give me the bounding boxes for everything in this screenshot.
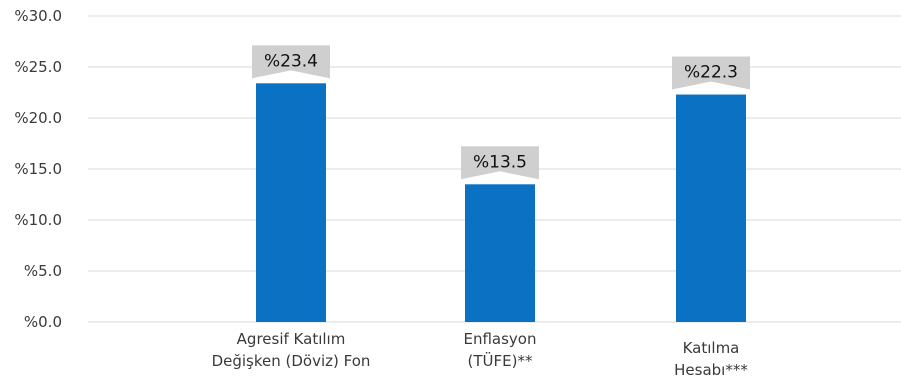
- value-badges: %23.4 %13.5 %22.3: [252, 45, 750, 180]
- x-tick-label: Katılma: [683, 339, 740, 357]
- y-tick-label: %0.0: [24, 313, 62, 331]
- y-tick-label: %5.0: [24, 262, 62, 280]
- bar: [256, 83, 326, 322]
- value-badge: [252, 45, 330, 79]
- data-label: %22.3: [684, 63, 738, 83]
- value-badge: [672, 56, 750, 90]
- value-badge: [461, 146, 539, 180]
- y-tick-label: %30.0: [14, 7, 62, 25]
- data-label: %23.4: [264, 51, 318, 71]
- data-label: %13.5: [473, 152, 527, 172]
- bar: [676, 94, 746, 322]
- x-tick-label: Enflasyon: [463, 330, 536, 348]
- x-tick-label: Değişken (Döviz) Fon: [212, 352, 371, 370]
- x-tick-label: Hesabı***: [674, 361, 748, 379]
- y-tick-label: %10.0: [14, 211, 62, 229]
- y-tick-label: %20.0: [14, 109, 62, 127]
- x-axis-labels: Agresif Katılım Değişken (Döviz) Fon Enfla…: [212, 330, 749, 379]
- y-axis-ticks: %0.0 %5.0 %10.0 %15.0 %20.0 %25.0 %30.0: [14, 7, 62, 331]
- x-tick-label: (TÜFE)**: [468, 351, 533, 370]
- bars: [256, 83, 746, 322]
- bar: [465, 184, 535, 322]
- y-tick-label: %25.0: [14, 58, 62, 76]
- y-tick-label: %15.0: [14, 160, 62, 178]
- x-tick-label: Agresif Katılım: [237, 330, 346, 348]
